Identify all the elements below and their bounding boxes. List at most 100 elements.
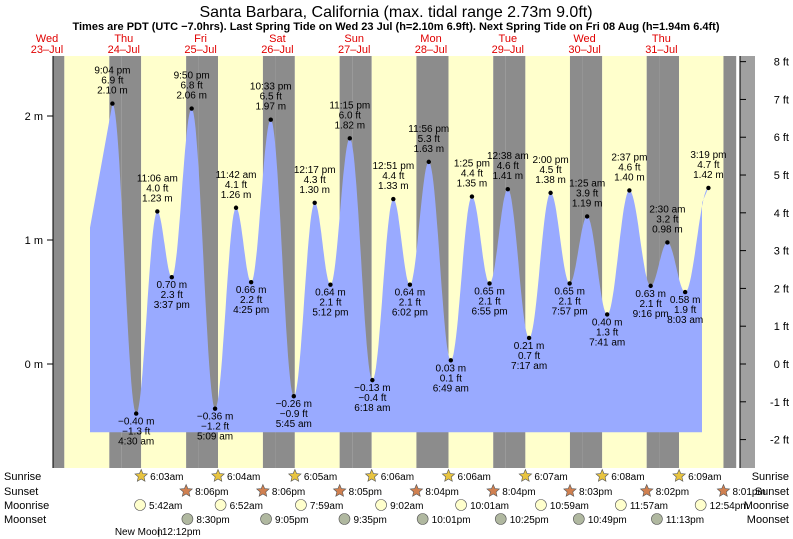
day-date: 24–Jul <box>108 44 140 56</box>
sunset-time: 8:06pm <box>195 487 228 498</box>
right-tick-label: 6 ft <box>774 132 789 144</box>
tide-ft-label: 2.1 ft <box>399 298 421 309</box>
moonset-time: 10:01pm <box>432 515 471 526</box>
tide-m-label: −0.26 m <box>276 399 312 410</box>
astronomy-rows: Sunrise Sunrise 6:03am 6:04am 6:05am 6:06am 6:… <box>4 468 789 538</box>
night-band <box>53 56 65 468</box>
right-tick-label: 4 ft <box>774 208 789 220</box>
moon-icon <box>615 499 627 511</box>
tide-m-label: 1.38 m <box>535 175 566 186</box>
day-date: 31–Jul <box>645 44 677 56</box>
tide-time-label: 3:19 pm <box>690 150 726 161</box>
tide-extreme-point <box>682 289 688 295</box>
tide-time-label: 6:49 am <box>433 383 469 394</box>
tide-time-label: 1:25 am <box>569 178 605 189</box>
right-tick-label: 5 ft <box>774 170 789 182</box>
tide-m-label: 1.33 m <box>378 181 409 192</box>
tide-extreme-point <box>665 240 670 245</box>
tide-ft-label: 4.0 ft <box>146 183 168 194</box>
tide-m-label: 1.41 m <box>493 171 524 182</box>
left-margin <box>0 56 53 468</box>
tide-m-label: 0.66 m <box>236 285 267 296</box>
tide-labels: 9:04 pm6.9 ft2.10 m −0.40 m−1.3 ft4:30 am… <box>94 66 726 448</box>
day-name: Mon <box>420 33 441 45</box>
sunset-time: 8:04pm <box>425 487 458 498</box>
tide-extreme-point <box>706 185 711 191</box>
moonset-time: 10:49pm <box>588 515 627 526</box>
moonset-icon <box>494 513 507 525</box>
moon-icon <box>134 499 146 511</box>
tide-extreme-point <box>110 101 115 106</box>
tide-extreme-point <box>233 205 239 210</box>
tide-extreme-point <box>391 196 396 202</box>
sunrise-row-label-right: Sunrise <box>752 471 789 483</box>
right-margin <box>740 56 755 468</box>
tide-m-label: 1.23 m <box>142 193 173 204</box>
tide-m-label: 0.65 m <box>474 286 505 297</box>
tide-m-label: 1.40 m <box>614 172 645 183</box>
tide-ft-label: 6.0 ft <box>339 110 361 121</box>
tide-extreme-point <box>328 282 333 287</box>
tide-extreme-point <box>627 188 632 193</box>
tide-m-label: 2.10 m <box>97 86 128 97</box>
axes: 0 m 1 m 2 m -2 ft -1 ft 0 ft 1 ft 2 ft 3 ft 4 ft 5… <box>25 56 789 468</box>
tide-m-label: 2.06 m <box>176 91 207 102</box>
tide-time-label: 6:18 am <box>354 403 390 414</box>
tide-time-label: 8:03 am <box>667 315 703 326</box>
moonset-time: 9:35pm <box>353 515 386 526</box>
tide-m-label: 0.03 m <box>436 363 467 374</box>
sunset-icon <box>255 483 270 497</box>
tide-time-label: 7:17 am <box>511 361 547 372</box>
tide-extreme-point <box>134 411 139 416</box>
moonrise-time: 7:59am <box>310 501 343 512</box>
tide-extreme-point <box>407 282 413 287</box>
tide-ft-label: 0.7 ft <box>518 351 540 362</box>
day-name: Thu <box>114 33 133 45</box>
sunset-icon <box>639 483 654 497</box>
tide-ft-label: −0.4 ft <box>358 393 386 404</box>
sunset-row-label-left: Sunset <box>4 486 38 498</box>
tide-ft-label: 4.6 ft <box>497 161 519 172</box>
day-name: Thu <box>652 33 671 45</box>
tide-time-label: 6:02 pm <box>392 308 428 319</box>
tide-ft-label: 4.4 ft <box>382 171 404 182</box>
tide-ft-label: 1.3 ft <box>596 327 618 338</box>
moonset-icon <box>181 513 194 525</box>
tide-extreme-point <box>268 117 273 122</box>
moonset-icon <box>338 513 351 525</box>
tide-ft-label: 4.7 ft <box>697 160 719 171</box>
tide-extreme-point <box>469 194 475 199</box>
tide-m-label: −0.40 m <box>118 417 154 428</box>
day-date: 28–Jul <box>415 44 447 56</box>
day-name: Wed <box>36 33 58 45</box>
tide-time-label: 12:38 am <box>487 151 529 162</box>
moonrise-row-label-right: Moonrise <box>744 500 789 512</box>
tide-time-label: 2:37 pm <box>611 152 647 163</box>
moonset-row-label-right: Moonset <box>747 514 789 526</box>
tide-m-label: 1.19 m <box>572 198 603 209</box>
day-name: Sun <box>344 33 364 45</box>
tide-ft-label: 2.1 ft <box>559 296 581 307</box>
tide-extreme-point <box>604 312 610 317</box>
tide-time-label: 6:55 pm <box>471 306 507 317</box>
moonset-icon <box>260 513 272 525</box>
sun-icon <box>441 468 456 482</box>
tide-extreme-point <box>155 209 160 214</box>
night-band <box>723 56 737 468</box>
tide-m-label: 0.63 m <box>635 289 666 300</box>
moon-icon <box>455 499 467 511</box>
tide-time-label: 4:30 am <box>118 437 154 448</box>
day-name: Sat <box>269 33 286 45</box>
tide-time-label: 9:50 pm <box>174 71 210 82</box>
tide-time-label: 2:00 pm <box>533 155 569 166</box>
tide-m-label: 1.82 m <box>335 120 366 131</box>
tide-time-label: 7:41 am <box>589 337 625 348</box>
day-date: 27–Jul <box>338 44 370 56</box>
sun-icon <box>595 468 610 482</box>
moonset-time: 8:30pm <box>196 515 229 526</box>
moon-icon <box>214 499 227 511</box>
sunset-icon <box>179 483 194 497</box>
tide-time-label: 9:04 pm <box>94 66 130 77</box>
tide-extreme-point <box>291 394 296 399</box>
sunset-time: 8:03pm <box>579 487 612 498</box>
